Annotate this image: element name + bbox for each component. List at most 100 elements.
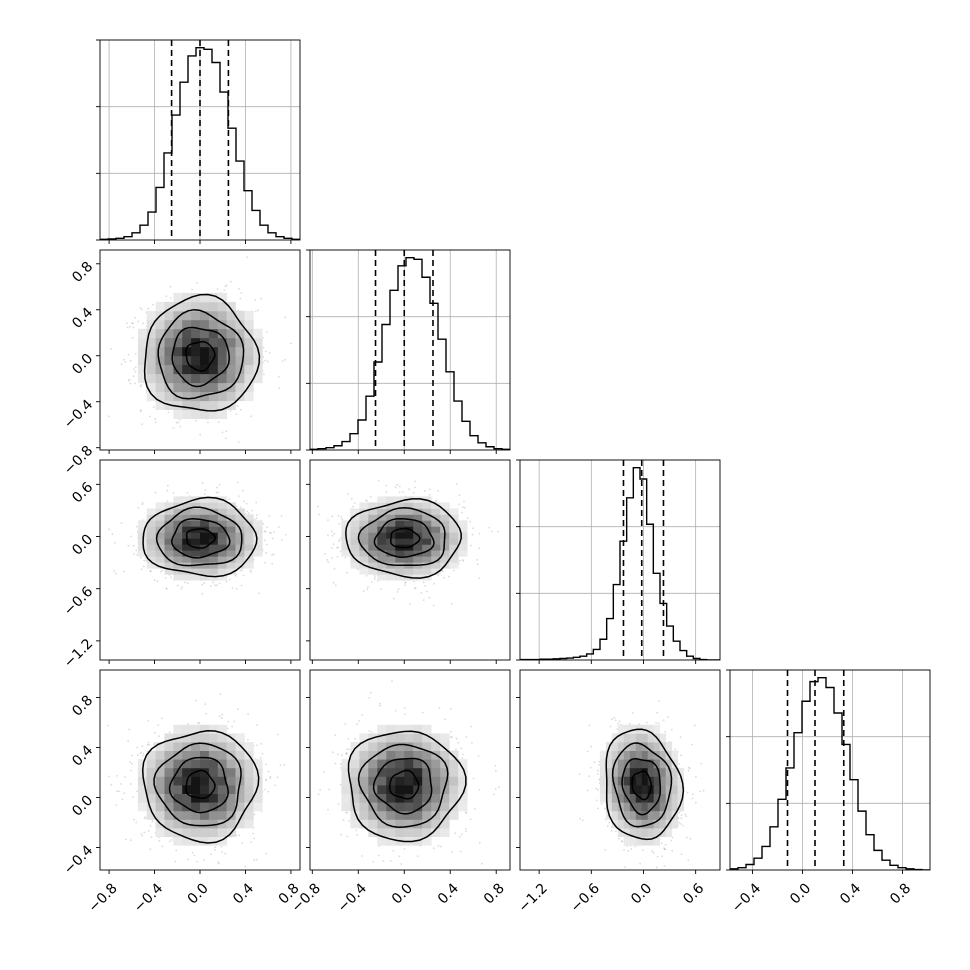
- scatter-point: [228, 578, 231, 581]
- scatter-point: [156, 580, 159, 583]
- density-cell: [191, 574, 201, 581]
- scatter-point: [470, 544, 472, 547]
- density-cell: [137, 355, 148, 366]
- scatter-point: [478, 532, 481, 535]
- scatter-point: [84, 341, 86, 343]
- scatter-point: [154, 491, 157, 494]
- scatter-point: [265, 779, 267, 781]
- density-cell: [226, 532, 236, 539]
- scatter-point: [373, 578, 376, 581]
- scatter-point: [113, 570, 115, 572]
- scatter-point: [142, 565, 145, 568]
- scatter-point: [146, 743, 149, 746]
- density-cell: [155, 538, 165, 545]
- histogram-panel-p0: [96, 39, 301, 244]
- scatter-point: [169, 297, 172, 299]
- density-cell: [458, 520, 468, 527]
- density-cell: [217, 355, 228, 366]
- scatter-point: [126, 326, 129, 329]
- scatter-point: [177, 421, 180, 424]
- density-cell: [182, 391, 192, 402]
- scatter-point: [185, 466, 187, 468]
- scatter-point: [420, 592, 423, 594]
- density-cell: [244, 310, 254, 321]
- scatter-point: [250, 415, 253, 418]
- density-cell: [422, 532, 432, 539]
- scatter-point: [459, 559, 461, 562]
- density-cell: [164, 319, 174, 330]
- density-cell: [191, 538, 201, 545]
- density-cell: [182, 364, 192, 375]
- scatter-point: [132, 544, 135, 547]
- density-cell: [173, 514, 183, 521]
- contour-level-1: [390, 527, 421, 549]
- density-cell: [182, 502, 192, 509]
- density-cell: [431, 538, 441, 545]
- scatter-point: [170, 839, 173, 841]
- scatter-point: [209, 585, 212, 587]
- histogram-step-p0: [100, 46, 300, 240]
- density-cell: [200, 382, 210, 393]
- density-cell: [217, 409, 228, 419]
- density-cell: [404, 520, 414, 527]
- density-cell: [377, 520, 387, 527]
- density-cell: [182, 514, 192, 521]
- density-cell: [200, 550, 210, 557]
- density-cell: [173, 520, 183, 527]
- scatter-point: [461, 511, 463, 514]
- density-cell: [191, 355, 201, 366]
- density-panel-p1-p2: [306, 459, 511, 664]
- density-cell: [164, 310, 174, 321]
- density-cell: [235, 346, 245, 357]
- density-cell: [244, 556, 254, 563]
- scatter-point: [201, 583, 204, 586]
- density-cell: [341, 544, 351, 551]
- scatter-point: [262, 356, 265, 358]
- scatter-point: [231, 725, 234, 728]
- density-cell: [217, 319, 228, 330]
- density-cell: [208, 544, 219, 551]
- density-cell: [146, 310, 156, 321]
- density-cell: [458, 550, 468, 557]
- density-cell: [413, 526, 423, 533]
- scatter-point: [285, 533, 287, 536]
- scatter-point: [217, 861, 220, 863]
- scatter-point: [428, 596, 431, 599]
- scatter-point: [158, 839, 161, 842]
- density-cell: [217, 538, 228, 545]
- scatter-point: [398, 491, 401, 494]
- scatter-point: [127, 544, 130, 547]
- density-cell: [137, 364, 148, 375]
- density-cell: [182, 556, 192, 563]
- scatter-point: [224, 852, 227, 855]
- density-cell: [155, 514, 165, 521]
- scatter-point: [238, 287, 240, 290]
- scatter-point: [255, 501, 258, 504]
- density-cell: [440, 520, 450, 527]
- density-grid: [137, 292, 263, 419]
- scatter-point: [134, 316, 137, 319]
- scatter-point: [165, 295, 168, 298]
- scatter-point: [115, 804, 118, 806]
- density-cell: [368, 502, 378, 509]
- density-cell: [395, 532, 405, 539]
- scatter-point: [332, 581, 335, 584]
- scatter-point: [392, 597, 395, 600]
- density-cell: [377, 532, 387, 539]
- scatter-point: [135, 525, 138, 528]
- scatter-point: [134, 366, 137, 368]
- density-cell: [191, 382, 201, 393]
- scatter-point: [231, 587, 234, 589]
- scatter-point: [241, 489, 244, 492]
- scatter-point: [111, 533, 114, 536]
- density-cell: [155, 550, 165, 557]
- scatter-point: [193, 854, 196, 857]
- density-cell: [377, 562, 387, 569]
- scatter-point: [245, 502, 248, 505]
- density-cell: [395, 514, 405, 521]
- scatter-point: [180, 588, 183, 590]
- density-cell: [217, 544, 228, 551]
- scatter-point: [108, 528, 110, 531]
- scatter-point: [404, 584, 406, 587]
- scatter-point: [247, 512, 250, 514]
